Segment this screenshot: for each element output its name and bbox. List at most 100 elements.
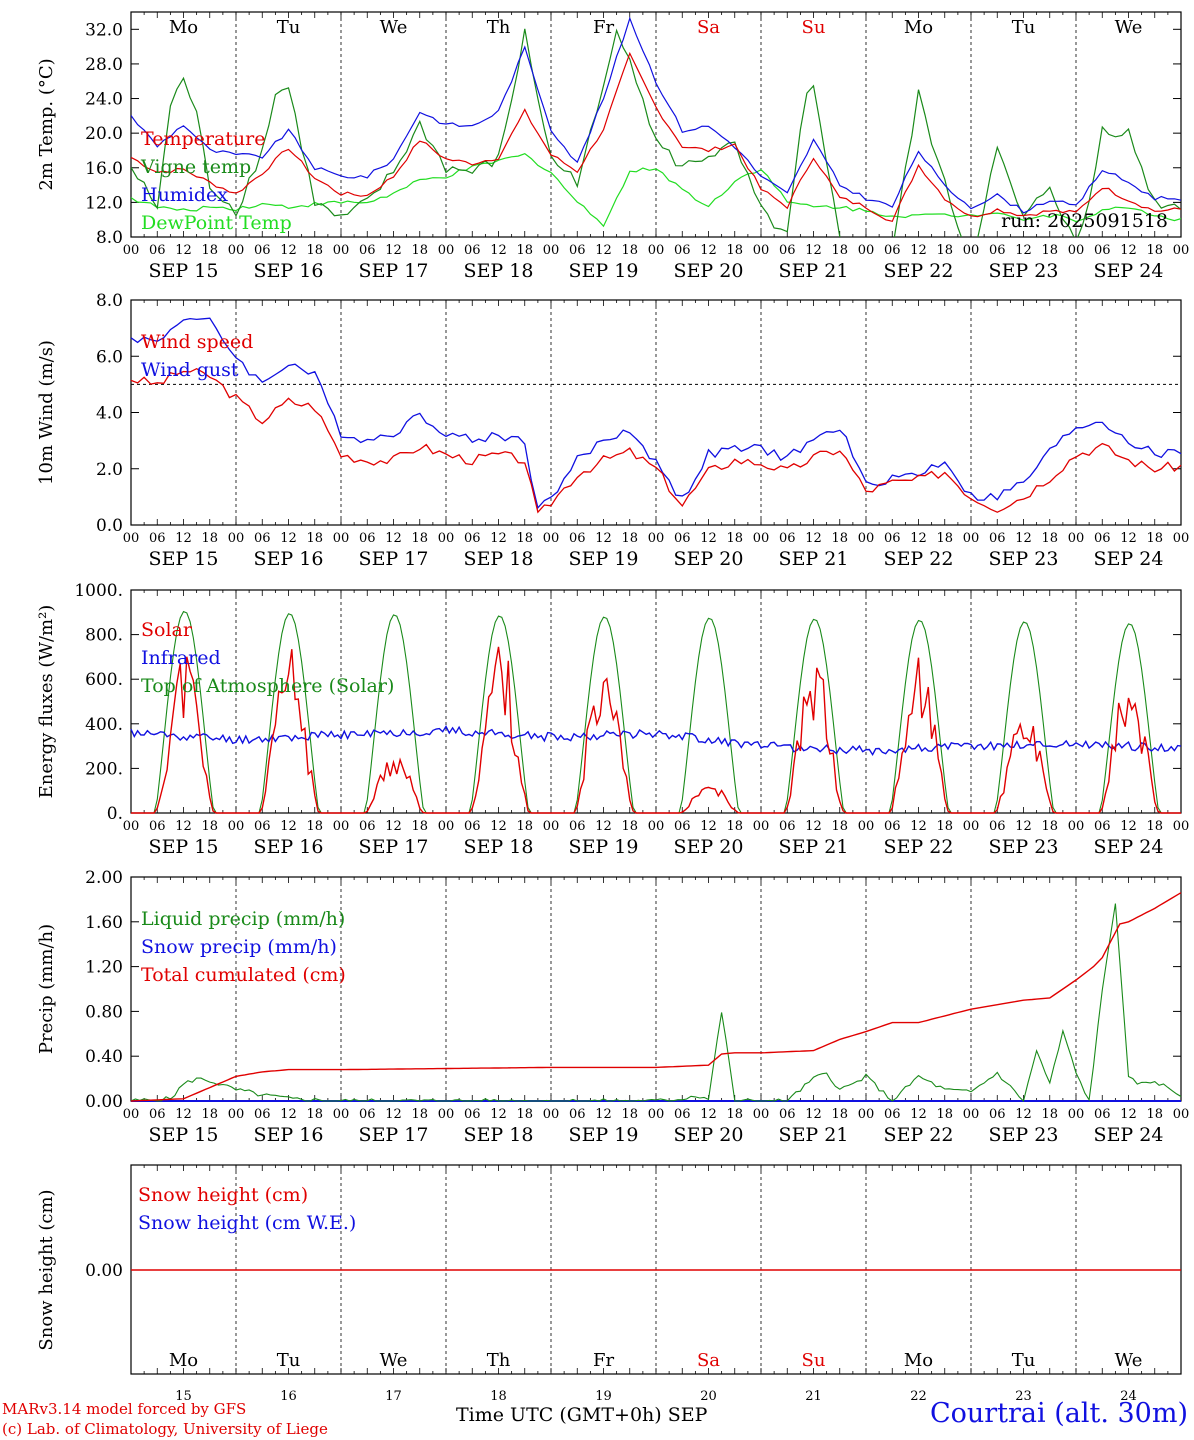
hour-tick-label: 06 [464, 819, 481, 834]
date-label: SEP 20 [674, 260, 744, 282]
hour-tick-label: 18 [621, 1107, 638, 1122]
date-label: SEP 19 [569, 836, 639, 858]
hour-tick-label: 18 [516, 243, 533, 258]
legend-entry: Total cumulated (cm) [141, 964, 346, 986]
hour-tick-label: 06 [569, 531, 586, 546]
weekday-label: Mo [904, 1350, 933, 1371]
hour-tick-label: 18 [831, 531, 848, 546]
legend-entry: Snow precip (mm/h) [141, 936, 337, 958]
hour-tick-label: 12 [910, 1107, 927, 1122]
weekday-label: We [1115, 17, 1143, 38]
y-axis-label: Energy fluxes (W/m²) [36, 605, 57, 799]
hour-tick-label: 12 [700, 819, 717, 834]
hour-tick-label: 06 [149, 243, 166, 258]
hour-tick-label: 12 [805, 819, 822, 834]
hour-tick-label: 12 [595, 1107, 612, 1122]
weekday-label: Fr [593, 17, 614, 38]
date-label: SEP 22 [884, 1124, 954, 1146]
hour-tick-label: 18 [936, 819, 953, 834]
hour-tick-label: 00 [1068, 243, 1085, 258]
legend-entry: Top of Atmosphere (Solar) [141, 675, 394, 697]
hour-tick-label: 18 [621, 531, 638, 546]
weekday-label: Tu [277, 17, 301, 38]
hour-tick-label: 00 [1173, 243, 1190, 258]
hour-tick-label: 00 [438, 243, 455, 258]
hour-tick-label: 18 [831, 1107, 848, 1122]
y-tick-label: 0. [107, 804, 123, 824]
date-label: SEP 21 [779, 1124, 849, 1146]
weekday-label: Sa [697, 1350, 720, 1371]
hour-tick-label: 06 [359, 243, 376, 258]
y-tick-label: 1.60 [85, 913, 123, 933]
hour-tick-label: 06 [779, 819, 796, 834]
date-label: SEP 23 [989, 1124, 1059, 1146]
hour-tick-label: 06 [1094, 1107, 1111, 1122]
hour-tick-label: 18 [726, 531, 743, 546]
hour-tick-label: 06 [464, 243, 481, 258]
legend-entry: Wind speed [141, 331, 253, 353]
hour-tick-label: 12 [175, 243, 192, 258]
hour-tick-label: 00 [543, 531, 560, 546]
hour-tick-label: 12 [805, 243, 822, 258]
hour-tick-label: 18 [411, 1107, 428, 1122]
hour-tick-label: 12 [700, 243, 717, 258]
hour-tick-label: 00 [1173, 1107, 1190, 1122]
weekday-label: Sa [697, 17, 720, 38]
legend-entry: Infrared [141, 647, 221, 669]
y-axis-label: Snow height (cm) [36, 1189, 57, 1350]
hour-tick-label: 00 [543, 819, 560, 834]
hour-tick-label: 06 [989, 531, 1006, 546]
hour-tick-label: 12 [175, 531, 192, 546]
date-label: SEP 17 [359, 260, 429, 282]
hour-tick-label: 06 [569, 819, 586, 834]
y-tick-label: 2.0 [96, 460, 123, 480]
hour-tick-label: 18 [411, 531, 428, 546]
day-number-label: 20 [700, 1389, 717, 1404]
date-label: SEP 16 [254, 1124, 324, 1146]
hour-tick-label: 12 [385, 1107, 402, 1122]
day-number-label: 24 [1120, 1389, 1137, 1404]
hour-tick-label: 12 [1015, 819, 1032, 834]
weekday-label: Su [802, 1350, 826, 1371]
hour-tick-label: 00 [333, 243, 350, 258]
panel-frame [130, 299, 1182, 526]
date-label: SEP 15 [149, 260, 219, 282]
date-label: SEP 15 [149, 836, 219, 858]
hour-tick-label: 18 [1146, 819, 1163, 834]
hour-tick-label: 18 [1041, 819, 1058, 834]
hour-tick-label: 06 [254, 531, 271, 546]
hour-tick-label: 06 [359, 819, 376, 834]
day-number-label: 19 [595, 1389, 612, 1404]
hour-tick-label: 18 [516, 819, 533, 834]
lab-credit: (c) Lab. of Climatology, University of L… [2, 1420, 328, 1438]
hour-tick-label: 18 [306, 531, 323, 546]
y-tick-label: 0.80 [85, 1002, 123, 1022]
y-tick-label: 6.0 [96, 347, 123, 367]
hour-tick-label: 12 [280, 819, 297, 834]
weekday-label: Mo [169, 1350, 198, 1371]
day-number-label: 15 [175, 1389, 192, 1404]
hour-tick-label: 18 [936, 531, 953, 546]
hour-tick-label: 00 [858, 531, 875, 546]
hour-tick-label: 06 [674, 1107, 691, 1122]
hour-tick-label: 12 [1015, 1107, 1032, 1122]
hour-tick-label: 00 [1068, 819, 1085, 834]
weekday-label: Th [487, 17, 511, 38]
hour-tick-label: 18 [1146, 243, 1163, 258]
hour-tick-label: 00 [1173, 819, 1190, 834]
date-label: SEP 18 [464, 1124, 534, 1146]
hour-tick-label: 18 [516, 1107, 533, 1122]
y-tick-label: 28.0 [85, 55, 123, 75]
hour-tick-label: 18 [831, 819, 848, 834]
hour-tick-label: 12 [1120, 243, 1137, 258]
hour-tick-label: 00 [123, 243, 140, 258]
series-total-cumulated [130, 892, 1182, 1102]
y-tick-label: 800. [85, 626, 123, 646]
hour-tick-label: 12 [1120, 531, 1137, 546]
hour-tick-label: 06 [884, 531, 901, 546]
y-tick-label: 24.0 [85, 90, 123, 110]
hour-tick-label: 18 [1146, 1107, 1163, 1122]
date-label: SEP 24 [1094, 260, 1164, 282]
legend-entry: DewPoint Temp [141, 212, 292, 234]
hour-tick-label: 18 [726, 1107, 743, 1122]
